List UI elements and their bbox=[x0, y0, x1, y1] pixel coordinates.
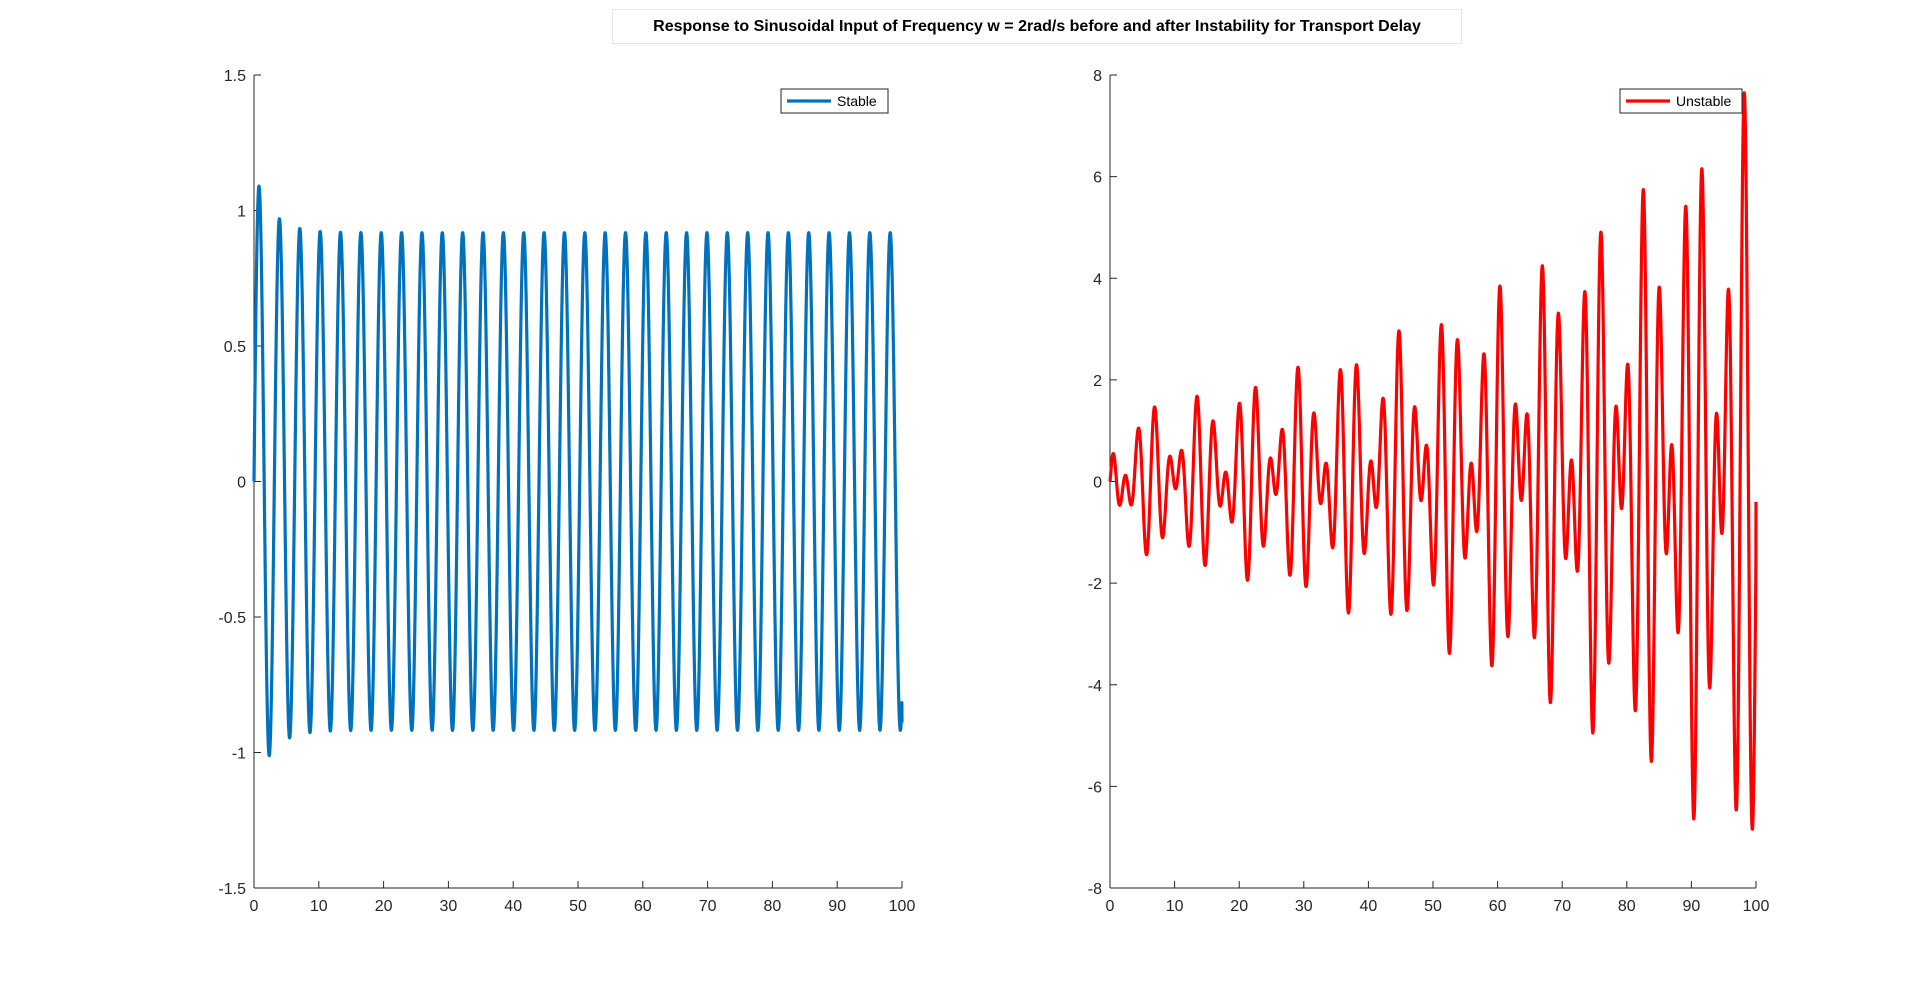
x-tick-label: 90 bbox=[828, 898, 846, 915]
x-tick-label: 90 bbox=[1683, 898, 1701, 915]
x-tick-label: 0 bbox=[1106, 898, 1115, 915]
y-tick-label: -1.5 bbox=[218, 881, 246, 898]
x-tick-label: 30 bbox=[1295, 898, 1313, 915]
x-tick-label: 40 bbox=[1360, 898, 1378, 915]
x-tick-label: 0 bbox=[250, 898, 259, 915]
legend-label: Unstable bbox=[1676, 93, 1731, 109]
y-tick-label: 1.5 bbox=[224, 68, 246, 85]
x-tick-label: 10 bbox=[310, 898, 328, 915]
y-tick-label: 6 bbox=[1093, 170, 1102, 187]
x-tick-label: 20 bbox=[375, 898, 393, 915]
x-tick-label: 30 bbox=[440, 898, 458, 915]
y-tick-label: -0.5 bbox=[218, 610, 246, 627]
axes-right-unstable: 0 10 20 30 40 50 60 70 80 90 100 -8 -6 -4 -2 0 2 4 6 8 Unsta… bbox=[1088, 68, 1770, 915]
title-box: Response to Sinusoidal Input of Frequenc… bbox=[612, 9, 1462, 44]
y-tick-label: 8 bbox=[1093, 68, 1102, 85]
x-tick-label: 100 bbox=[889, 898, 916, 915]
y-tick-label: -2 bbox=[1088, 576, 1102, 593]
x-tick-label: 20 bbox=[1230, 898, 1248, 915]
x-tick-label: 40 bbox=[504, 898, 522, 915]
x-tick-label: 10 bbox=[1166, 898, 1184, 915]
y-tick-label: 0 bbox=[237, 475, 246, 492]
chart-title: Response to Sinusoidal Input of Frequenc… bbox=[653, 17, 1421, 35]
x-tick-label: 70 bbox=[699, 898, 717, 915]
x-tick-label: 60 bbox=[634, 898, 652, 915]
y-tick-label: -8 bbox=[1088, 881, 1102, 898]
y-tick-label: 4 bbox=[1093, 271, 1102, 288]
legend-label: Stable bbox=[837, 93, 877, 109]
y-tick-label: -1 bbox=[232, 746, 246, 763]
y-tick-label: -6 bbox=[1088, 779, 1102, 796]
y-tick-label: 0.5 bbox=[224, 339, 246, 356]
series-line-unstable bbox=[1108, 91, 1758, 831]
x-tick-label: 80 bbox=[764, 898, 782, 915]
x-tick-label: 70 bbox=[1553, 898, 1571, 915]
x-tick-label: 50 bbox=[1424, 898, 1442, 915]
y-tick-label: 1 bbox=[237, 204, 246, 221]
axes-left-stable: 0 10 20 30 40 50 60 70 80 90 100 -1.5 -1 -0.5 0 0.5 1 1.5… bbox=[218, 68, 915, 915]
series-line-stable bbox=[252, 184, 904, 758]
x-tick-label: 50 bbox=[569, 898, 587, 915]
x-tick-label: 60 bbox=[1489, 898, 1507, 915]
y-tick-label: 2 bbox=[1093, 373, 1102, 390]
y-tick-label: -4 bbox=[1088, 678, 1102, 695]
x-tick-label: 100 bbox=[1743, 898, 1770, 915]
x-tick-label: 80 bbox=[1618, 898, 1636, 915]
y-tick-label: 0 bbox=[1093, 475, 1102, 492]
